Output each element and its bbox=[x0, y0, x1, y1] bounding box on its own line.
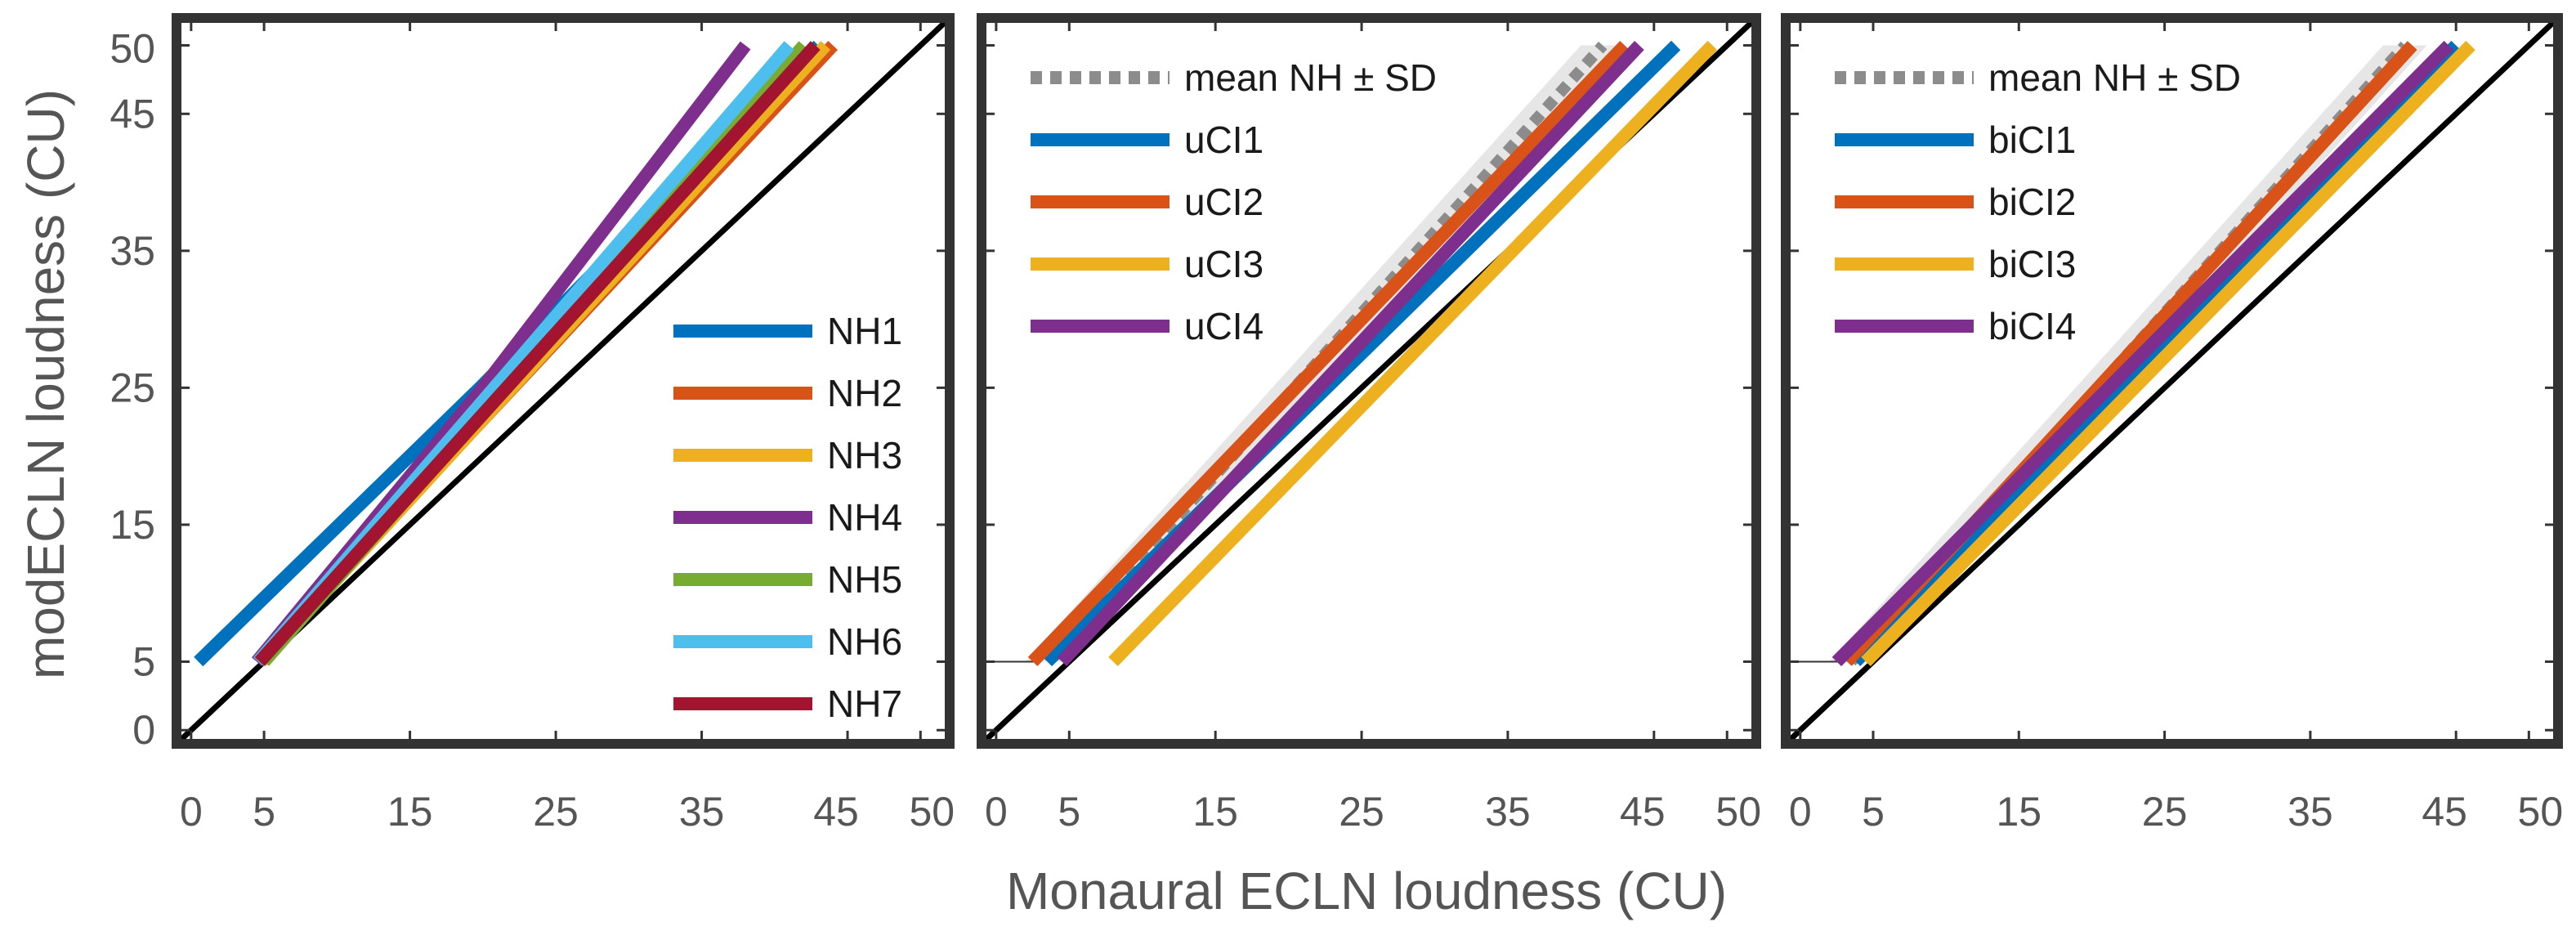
x-tick-label: 50 bbox=[1715, 789, 1761, 835]
x-tick-label: 45 bbox=[2422, 789, 2467, 835]
plot-area bbox=[1786, 18, 2558, 744]
legend-label-mean-nh: mean NH ± SD bbox=[1184, 56, 1437, 99]
x-tick-label: 35 bbox=[1485, 789, 1531, 835]
legend-label-uci1: uCI1 bbox=[1184, 119, 1263, 161]
panel-middle: 0 5 15 25 35 45 50 mean NH ± SD uCI1 uCI2 uCI3 uCI4 bbox=[977, 13, 1761, 835]
plot-frame bbox=[172, 13, 955, 749]
panel-left: 0 5 15 25 35 45 50051525354550NH1NH2NH3NH4NH5N… bbox=[110, 13, 955, 835]
legend-label-nh4: NH4 bbox=[827, 496, 902, 539]
x-tick-label: 35 bbox=[2288, 789, 2333, 835]
x-tick-label: 25 bbox=[2142, 789, 2188, 835]
y-tick-label: 50 bbox=[110, 26, 155, 72]
legend-label-uci2: uCI2 bbox=[1184, 181, 1263, 223]
x-tick-label: 45 bbox=[1620, 789, 1666, 835]
legend-label-uci3: uCI3 bbox=[1184, 243, 1263, 285]
y-tick-label: 0 bbox=[132, 707, 155, 753]
y-tick-label: 45 bbox=[110, 91, 155, 137]
x-tick-label: 0 bbox=[1789, 789, 1812, 835]
panels: 0 5 15 25 35 45 50051525354550NH1NH2NH3NH4NH5N… bbox=[110, 13, 2564, 835]
plot-frame bbox=[977, 13, 1761, 749]
identity-line bbox=[1786, 18, 2558, 744]
series-line-nh7 bbox=[254, 41, 821, 666]
x-tick-label: 25 bbox=[533, 789, 579, 835]
legend-label-bici1: biCI1 bbox=[1988, 119, 2076, 161]
legend-label-mean-nh: mean NH ± SD bbox=[1988, 56, 2241, 99]
legend-label-nh5: NH5 bbox=[827, 558, 902, 601]
x-axis-label: Monaural ECLN loudness (CU) bbox=[1006, 862, 1727, 920]
series-line-bici4 bbox=[1831, 40, 2453, 667]
x-tick-label: 35 bbox=[679, 789, 725, 835]
x-tick-label: 15 bbox=[387, 789, 433, 835]
y-tick-label: 5 bbox=[132, 638, 155, 684]
legend: mean NH ± SD uCI1 uCI2 uCI3 uCI4 bbox=[1031, 56, 1437, 347]
x-tick-label: 50 bbox=[909, 789, 955, 835]
x-tick-label: 25 bbox=[1339, 789, 1384, 835]
y-axis-label: modECLN loudness (CU) bbox=[16, 89, 75, 679]
y-tick-label: 35 bbox=[110, 228, 155, 274]
legend-label-nh3: NH3 bbox=[827, 434, 902, 477]
plot-frame bbox=[1781, 13, 2563, 749]
legend-label-nh6: NH6 bbox=[827, 620, 902, 663]
series-line-uci4 bbox=[1057, 41, 1644, 666]
y-tick-label: 25 bbox=[110, 365, 155, 410]
legend-label-nh1: NH1 bbox=[827, 310, 902, 352]
legend-label-bici4: biCI4 bbox=[1988, 305, 2076, 347]
series-line-bici1 bbox=[1850, 40, 2461, 667]
x-tick-label: 0 bbox=[180, 789, 203, 835]
x-tick-label: 5 bbox=[1862, 789, 1885, 835]
x-tick-label: 5 bbox=[1058, 789, 1080, 835]
legend: NH1 NH2 NH3 NH4 NH5 NH6 NH7 bbox=[673, 310, 902, 725]
plot-area bbox=[177, 18, 950, 744]
x-tick-label: 0 bbox=[985, 789, 1008, 835]
panel-right: 0 5 15 25 35 45 50 mean NH ± SD biCI1 biCI2 biCI3 b… bbox=[1781, 13, 2564, 835]
plot-area bbox=[982, 18, 1756, 744]
legend-label-bici2: biCI2 bbox=[1988, 181, 2076, 223]
x-tick-label: 45 bbox=[813, 789, 859, 835]
x-tick-label: 15 bbox=[1996, 789, 2042, 835]
series-line-bici3 bbox=[1861, 40, 2475, 667]
x-tick-label: 15 bbox=[1192, 789, 1238, 835]
x-tick-label: 50 bbox=[2518, 789, 2564, 835]
series-line-uci3 bbox=[1108, 40, 1718, 667]
x-tick-label: 5 bbox=[253, 789, 275, 835]
legend-label-bici3: biCI3 bbox=[1988, 243, 2076, 285]
legend-label-nh7: NH7 bbox=[827, 683, 902, 725]
legend-label-uci4: uCI4 bbox=[1184, 305, 1263, 347]
legend: mean NH ± SD biCI1 biCI2 biCI3 biCI4 bbox=[1835, 56, 2241, 347]
legend-label-nh2: NH2 bbox=[827, 372, 902, 414]
y-tick-label: 15 bbox=[110, 502, 155, 548]
series-line-uci2 bbox=[1027, 40, 1630, 667]
